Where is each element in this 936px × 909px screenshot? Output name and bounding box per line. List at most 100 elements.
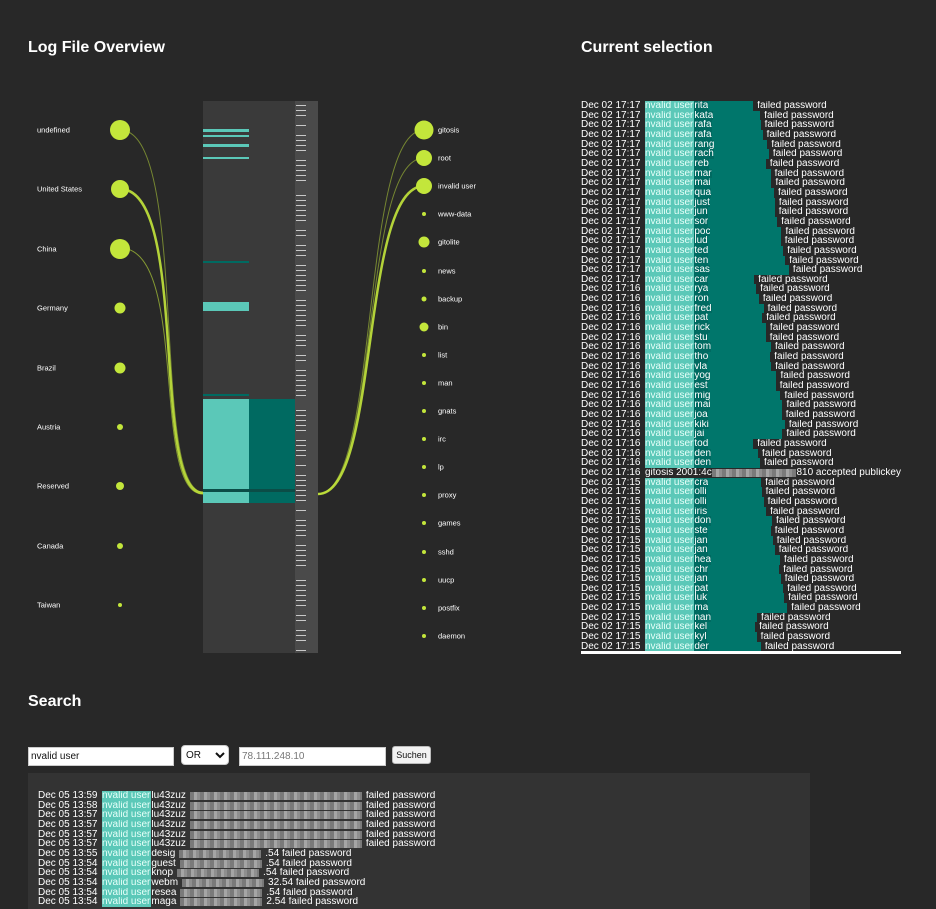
country-label[interactable]: Reserved (37, 481, 70, 491)
user-label[interactable]: proxy (438, 490, 457, 500)
selection-row[interactable]: Dec 02 17:16 gitosis 2001:4c 810 accepted … (581, 467, 901, 478)
operator-select[interactable]: OR (181, 745, 229, 765)
selection-row[interactable]: Dec 02 17:15 nvalid user chr failed passwor… (581, 564, 901, 575)
country-label[interactable]: Germany (37, 303, 68, 313)
result-row[interactable]: Dec 05 13:57 nvalid user lu43zuz failed pas… (38, 839, 435, 849)
country-label[interactable]: Taiwan (37, 600, 61, 610)
selection-row[interactable]: Dec 02 17:16 nvalid user jai failed passwor… (581, 429, 901, 439)
country-node[interactable] (118, 603, 122, 608)
user-label[interactable]: irc (438, 434, 446, 444)
selection-row[interactable]: Dec 02 17:16 nvalid user den failed passwor… (581, 458, 901, 468)
user-label[interactable]: news (438, 266, 456, 275)
user-node[interactable] (422, 605, 426, 610)
user-node[interactable] (416, 178, 432, 195)
selection-row[interactable]: Dec 02 17:17 nvalid user rang failed passwo… (581, 139, 901, 150)
selection-row[interactable]: Dec 02 17:17 nvalid user sas failed passwor… (581, 265, 901, 275)
user-node[interactable] (422, 465, 426, 470)
selection-row[interactable]: Dec 02 17:17 nvalid user car failed passwor… (581, 274, 901, 285)
selection-row[interactable]: Dec 02 17:15 nvalid user jan failed passwor… (581, 574, 901, 584)
country-label[interactable]: China (37, 244, 57, 254)
selection-row[interactable]: Dec 02 17:15 nvalid user der failed passwor… (581, 641, 901, 652)
selection-row[interactable]: Dec 02 17:16 nvalid user mai failed passwor… (581, 400, 901, 410)
selection-row[interactable]: Dec 02 17:16 nvalid user stu failed passwor… (581, 332, 901, 343)
selection-row[interactable]: Dec 02 17:17 nvalid user ten failed passwor… (581, 255, 901, 266)
timeline-band[interactable] (203, 135, 249, 137)
user-node[interactable] (422, 268, 426, 273)
user-node[interactable] (416, 150, 432, 167)
log-timeline-strip[interactable] (203, 101, 295, 653)
selection-row[interactable]: Dec 02 17:17 nvalid user sor failed passwor… (581, 216, 901, 227)
user-node[interactable] (422, 633, 426, 638)
timeline-band[interactable] (203, 489, 295, 492)
user-label[interactable]: man (438, 378, 453, 388)
selection-row[interactable]: Dec 02 17:17 nvalid user rafa failed passwo… (581, 129, 901, 140)
selection-row[interactable]: Dec 02 17:16 nvalid user rya failed passwor… (581, 284, 901, 295)
selection-row[interactable]: Dec 02 17:17 nvalid user mai failed passwor… (581, 178, 901, 188)
country-label[interactable]: undefined (37, 125, 70, 135)
selection-row[interactable]: Dec 02 17:16 nvalid user tom failed passwor… (581, 342, 901, 353)
timeline-scroller[interactable] (295, 101, 318, 653)
selection-row[interactable]: Dec 02 17:16 nvalid user tho failed passwor… (581, 352, 901, 362)
country-node[interactable] (117, 542, 123, 549)
selection-row[interactable]: Dec 02 17:16 nvalid user pat failed passwor… (581, 313, 901, 324)
country-label[interactable]: Brazil (37, 363, 56, 373)
selection-row[interactable]: Dec 02 17:15 nvalid user pat failed passwor… (581, 583, 901, 594)
selection-row[interactable]: Dec 02 17:17 nvalid user rafa failed passwo… (581, 120, 901, 130)
selection-row[interactable]: Dec 02 17:15 nvalid user jan failed passwor… (581, 535, 901, 546)
selection-row[interactable]: Dec 02 17:15 nvalid user kel failed passwor… (581, 622, 901, 633)
selection-row[interactable]: Dec 02 17:17 nvalid user qua failed passwor… (581, 187, 901, 198)
user-node[interactable] (421, 296, 427, 302)
result-row[interactable]: Dec 05 13:59 nvalid user lu43zuz failed pas… (38, 791, 435, 801)
country-label[interactable]: Austria (37, 422, 61, 432)
timeline-band[interactable] (203, 302, 249, 311)
timeline-band[interactable] (203, 394, 249, 396)
user-label[interactable]: list (438, 350, 448, 360)
current-selection-log[interactable]: Dec 02 17:17 nvalid user rita failed passwo… (581, 101, 901, 654)
selection-row[interactable]: Dec 02 17:15 nvalid user luk failed passwor… (581, 593, 901, 604)
result-row[interactable]: Dec 05 13:54 nvalid user resea .54 failed p… (38, 887, 435, 898)
user-label[interactable]: lp (438, 462, 444, 472)
user-node[interactable] (422, 437, 426, 442)
user-label[interactable]: sshd (438, 547, 454, 556)
selection-row[interactable]: Dec 02 17:17 nvalid user ted failed passwor… (581, 245, 901, 256)
user-node[interactable] (414, 120, 434, 140)
selection-row[interactable]: Dec 02 17:15 nvalid user hea failed passwor… (581, 554, 901, 565)
country-node[interactable] (110, 238, 130, 259)
user-node[interactable] (422, 352, 426, 357)
user-node[interactable] (419, 322, 429, 332)
selection-row[interactable]: Dec 02 17:17 nvalid user jun failed passwor… (581, 207, 901, 217)
user-label[interactable]: gnats (438, 406, 457, 416)
selection-row[interactable]: Dec 02 17:17 nvalid user rita failed passwo… (581, 101, 901, 111)
user-label[interactable]: bin (438, 322, 449, 332)
selection-row[interactable]: Dec 02 17:15 nvalid user don failed passwor… (581, 516, 901, 526)
result-row[interactable]: Dec 05 13:54 nvalid user knop .54 failed pa… (38, 868, 435, 878)
result-row[interactable]: Dec 05 13:58 nvalid user lu43zuz failed pas… (38, 800, 435, 811)
user-label[interactable]: gitolite (438, 237, 460, 247)
user-node[interactable] (422, 212, 426, 217)
timeline-band[interactable] (203, 144, 249, 147)
user-node[interactable] (422, 577, 426, 582)
selection-row[interactable]: Dec 02 17:16 nvalid user den failed passwor… (581, 448, 901, 459)
selection-row[interactable]: Dec 02 17:16 nvalid user fred failed passwo… (581, 303, 901, 314)
country-node[interactable] (116, 482, 124, 491)
selection-row[interactable]: Dec 02 17:15 nvalid user ma failed password (581, 603, 901, 613)
selection-row[interactable]: Dec 02 17:16 nvalid user est failed passwor… (581, 381, 901, 391)
selection-row[interactable]: Dec 02 17:17 nvalid user poc failed passwor… (581, 226, 901, 237)
user-label[interactable]: gitosis (438, 125, 460, 135)
user-node[interactable] (418, 236, 430, 248)
selection-row[interactable]: Dec 02 17:17 nvalid user lud failed passwor… (581, 236, 901, 246)
country-label[interactable]: Canada (37, 541, 64, 551)
user-label[interactable]: daemon (438, 631, 466, 641)
user-node[interactable] (422, 549, 426, 554)
selection-row[interactable]: Dec 02 17:17 nvalid user kata failed passwo… (581, 110, 901, 121)
selection-row[interactable]: Dec 02 17:15 nvalid user nan failed passwor… (581, 612, 901, 623)
timeline-band[interactable] (203, 399, 249, 503)
country-node[interactable] (117, 424, 123, 430)
result-row[interactable]: Dec 05 13:55 nvalid user desig .54 failed p… (38, 848, 435, 859)
selection-row[interactable]: Dec 02 17:16 nvalid user joa failed passwor… (581, 410, 901, 420)
selection-row[interactable]: Dec 02 17:16 nvalid user tod failed passwor… (581, 438, 901, 449)
country-node[interactable] (114, 362, 126, 374)
result-row[interactable]: Dec 05 13:57 nvalid user lu43zuz failed pas… (38, 829, 435, 840)
result-row[interactable]: Dec 05 13:54 nvalid user webm 32.54 failed … (38, 877, 435, 888)
user-label[interactable]: backup (438, 294, 463, 304)
